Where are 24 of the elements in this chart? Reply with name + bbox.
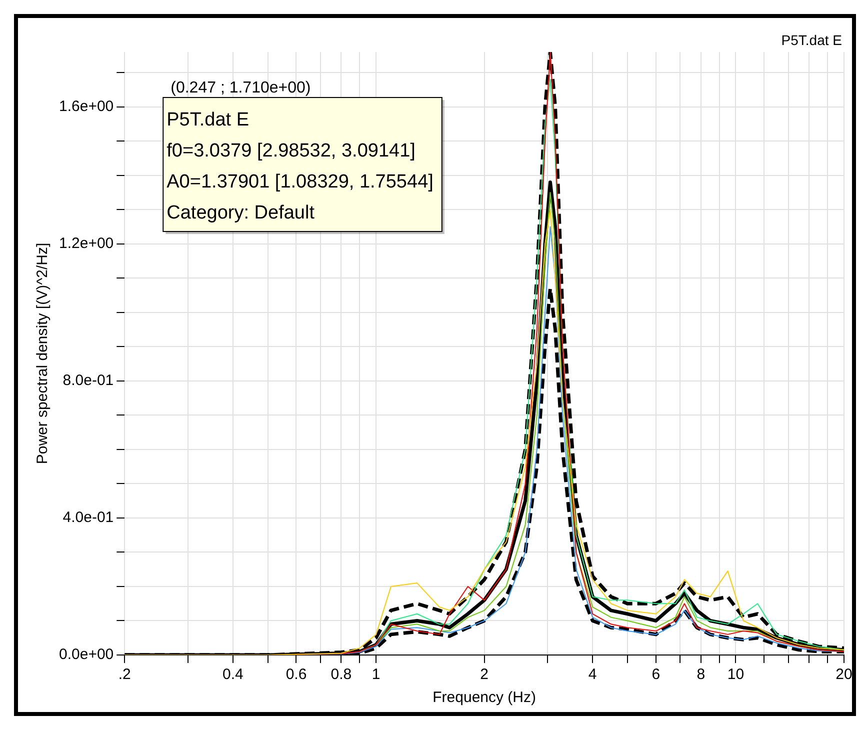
- x-tick-label: 1: [372, 666, 380, 684]
- x-tick-label: 2: [480, 666, 488, 684]
- x-tick-label: 6: [652, 666, 660, 684]
- chart-title: P5T.dat E: [781, 32, 842, 48]
- y-tick-label: 4.0e-01: [62, 509, 114, 526]
- y-tick-label: 0.0e+00: [59, 646, 114, 664]
- annotation: (0.247 ; 1.710e+00): [170, 79, 311, 96]
- annotation: A0=1.37901 [1.08329, 1.75544]: [166, 172, 434, 193]
- x-tick-label: 0.4: [222, 666, 244, 684]
- x-tick-label: 8: [696, 666, 706, 684]
- annotation: Category: Default: [166, 202, 316, 224]
- x-tick-label: 0.6: [286, 666, 307, 684]
- x-tick-label: 4: [588, 666, 597, 684]
- y-tick-label: 8.0e-01: [62, 372, 114, 390]
- x-tick-label: 10: [727, 666, 744, 684]
- annotation: f0=3.0379 [2.98532, 3.09141]: [166, 140, 416, 162]
- y-tick-label: 1.6e+00: [59, 98, 114, 115]
- x-tick-label: .2: [118, 666, 131, 684]
- x-tick-label: 0.8: [330, 666, 352, 684]
- annotation: P5T.dat E: [166, 110, 250, 131]
- x-tick-label: 20: [836, 666, 852, 684]
- y-tick-label: 1.2e+00: [59, 235, 114, 252]
- x-axis-title: Frequency (Hz): [432, 689, 536, 706]
- y-axis-title: Power spectral density [(V)^2/Hz]: [34, 242, 52, 464]
